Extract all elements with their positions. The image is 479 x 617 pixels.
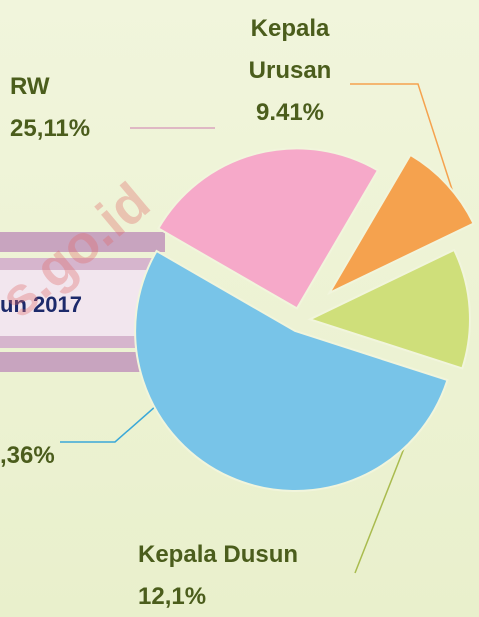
banner-bar (0, 232, 165, 252)
banner-text: un 2017 (0, 292, 82, 317)
banner-bar (0, 352, 165, 372)
leader-line (354, 427, 413, 574)
leader-line (350, 83, 459, 209)
pie-slice (326, 153, 475, 296)
slice-label: Kepala Urusan (248, 15, 332, 84)
pie-slice (307, 248, 471, 370)
value-label: ,36% (0, 442, 55, 469)
pie-slice (157, 147, 380, 310)
leader-line (60, 397, 166, 443)
pie-slice (134, 249, 449, 492)
value-label: 12,1% (138, 583, 207, 610)
slice-label: Kepala Dusun (138, 541, 299, 568)
slice-label: RW (10, 73, 50, 100)
value-label: 9.41% (255, 99, 325, 126)
value-label: 25,11% (10, 115, 91, 142)
